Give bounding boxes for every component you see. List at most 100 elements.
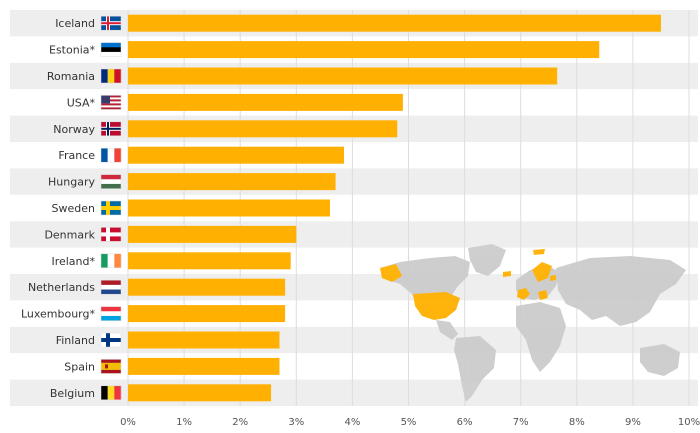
category-labels: Iceland Estonia* Romania USA* Norway France Hu… xyxy=(21,17,96,400)
map-asia xyxy=(556,256,686,326)
category-label: Romania xyxy=(47,70,95,83)
bars xyxy=(128,14,661,402)
map-australia xyxy=(640,344,680,376)
bar xyxy=(128,357,280,375)
x-tick-label: 3% xyxy=(288,417,304,428)
flag-part xyxy=(101,95,121,98)
flag-border xyxy=(100,200,122,216)
category-label: France xyxy=(58,149,95,162)
flag-part xyxy=(101,311,121,317)
romania-flag-icon xyxy=(100,68,122,84)
flag-part xyxy=(101,284,121,290)
flag-border xyxy=(100,253,122,269)
bar xyxy=(128,120,398,138)
flag-border xyxy=(100,227,122,242)
flag-border xyxy=(100,68,122,84)
flag-part xyxy=(101,232,121,237)
flag-part xyxy=(101,174,121,180)
category-label: Spain xyxy=(64,360,95,373)
flag-part xyxy=(101,362,121,370)
flag-part xyxy=(101,105,121,108)
flag-part xyxy=(107,148,115,163)
usa-flag-icon xyxy=(100,95,122,110)
x-axis-tick-labels: 0% 1% 2% 3% 4% 5% 6% 7% 8% 9% 10% xyxy=(120,417,700,428)
flag-part xyxy=(101,22,121,25)
row-band xyxy=(10,168,698,195)
category-label: Belgium xyxy=(50,387,95,400)
flag-border xyxy=(100,95,122,110)
flag-part xyxy=(101,127,121,130)
hungary-flag-icon xyxy=(100,174,122,189)
map-western-europe xyxy=(517,288,530,300)
flag-part xyxy=(101,359,121,363)
flag-part xyxy=(101,369,121,374)
france-flag-icon xyxy=(100,147,122,163)
flag-part xyxy=(107,69,115,83)
flag-part xyxy=(101,101,121,104)
flag-part xyxy=(101,51,121,57)
flag-part xyxy=(105,364,108,369)
bar xyxy=(128,384,272,402)
x-tick-label: 2% xyxy=(232,417,248,428)
x-tick-label: 8% xyxy=(569,417,585,428)
estonia-flag-icon xyxy=(100,42,122,57)
category-label: Estonia* xyxy=(49,44,95,57)
bar xyxy=(128,173,336,191)
category-label: Luxembourg* xyxy=(21,308,96,321)
category-label: Iceland xyxy=(55,17,95,30)
x-tick-label: 1% xyxy=(176,417,192,428)
flag-part xyxy=(101,42,121,48)
row-band xyxy=(10,326,698,354)
category-label: Finland xyxy=(56,334,95,347)
flag-part xyxy=(101,306,121,312)
category-label: Denmark xyxy=(44,228,95,241)
x-tick-label: 5% xyxy=(401,417,417,428)
flag-border xyxy=(100,15,122,31)
map-africa xyxy=(516,302,566,372)
flag-part xyxy=(114,385,122,400)
map-greenland xyxy=(468,244,506,276)
sweden-flag-icon xyxy=(100,200,122,216)
flag-part xyxy=(107,253,115,268)
denmark-flag-icon xyxy=(100,227,122,242)
row-band xyxy=(10,379,698,406)
bar xyxy=(128,14,661,32)
bar xyxy=(128,67,558,85)
category-label: Ireland* xyxy=(51,255,95,268)
norway-flag-icon xyxy=(100,121,122,137)
flag-part xyxy=(101,107,121,110)
map-alaska xyxy=(380,264,402,282)
flag-part xyxy=(101,289,121,295)
map-island-small xyxy=(533,249,545,255)
flag-part xyxy=(101,95,110,104)
x-tick-label: 6% xyxy=(457,417,473,428)
flag-part xyxy=(101,69,108,83)
bar xyxy=(128,305,286,323)
flag-border xyxy=(100,42,122,57)
spain-flag-icon xyxy=(100,359,122,374)
flag-border xyxy=(100,306,122,321)
bar xyxy=(128,146,344,164)
flag-part xyxy=(101,253,108,268)
map-central-america xyxy=(436,320,458,340)
category-label: Netherlands xyxy=(28,281,95,294)
flag-part xyxy=(101,315,121,321)
map-north-america xyxy=(380,256,470,318)
x-tick-label: 4% xyxy=(344,417,360,428)
category-label: Hungary xyxy=(48,176,95,189)
flag-border xyxy=(100,279,122,295)
netherlands-flag-icon xyxy=(100,279,122,295)
bar xyxy=(128,278,286,296)
flag-border xyxy=(100,385,122,401)
map-iceland xyxy=(503,271,511,277)
flag-border xyxy=(100,332,122,348)
belgium-flag-icon xyxy=(100,385,122,401)
map-scandinavia xyxy=(532,262,552,282)
bar xyxy=(128,41,600,59)
map-estonia xyxy=(550,275,556,281)
iceland-flag-icon xyxy=(100,15,122,31)
flag-border xyxy=(100,147,122,163)
world-map-inset xyxy=(380,244,686,402)
finland-flag-icon xyxy=(100,332,122,348)
